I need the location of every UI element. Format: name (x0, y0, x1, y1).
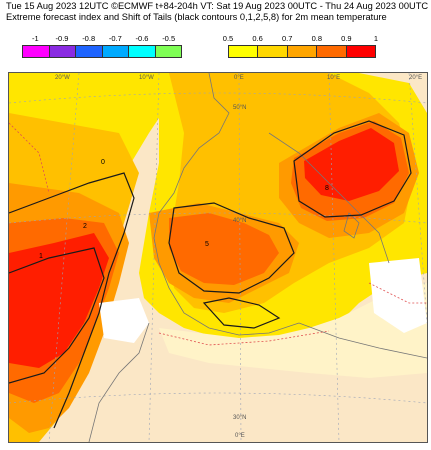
lon-label-10w: 10°W (139, 75, 154, 81)
legend_cold-label-1: -0.9 (55, 34, 69, 43)
efi-dashed-lines (9, 122, 427, 346)
lon-label-bottom: 0°E (235, 433, 245, 439)
efi-field-low-south (159, 283, 427, 378)
sot-contours (9, 120, 412, 429)
efi-map: 20°W 10°W 0°E 10°E 20°E 50°N 40°N 30°N 0… (8, 72, 428, 443)
contour-label-0: 0 (101, 159, 105, 166)
legend_cold-label-0: -1 (31, 34, 39, 43)
lon-label-0e: 0°E (234, 75, 244, 81)
legend_cold-swatch-0 (23, 46, 50, 57)
contour-label-8: 8 (325, 185, 329, 192)
lon-label-10e: 10°E (327, 75, 341, 81)
white-pocket-sw (99, 298, 149, 343)
legend_warm-swatch-0 (229, 46, 259, 57)
legend_cold-label-5: -0.5 (162, 34, 176, 43)
legend_cold-swatch-5 (155, 46, 181, 57)
legend_warm-label-5: 1 (373, 34, 379, 43)
legend_cold-swatch-4 (129, 46, 156, 57)
lat-label-40n: 40°N (233, 218, 247, 224)
header-title: Tue 15 Aug 2023 12UTC ©ECMWF t+84-204h V… (6, 1, 429, 11)
white-pocket-e (369, 258, 427, 333)
legend_cold-swatch-3 (102, 46, 129, 57)
legend_warm-label-3: 0.8 (311, 34, 323, 43)
legend_cold-label-3: -0.7 (108, 34, 122, 43)
legend_warm-label-2: 0.7 (281, 34, 293, 43)
legend_cold-swatch-1 (49, 46, 76, 57)
graticule (9, 73, 427, 442)
contour-label-2: 2 (83, 223, 87, 230)
legend_warm-label-0: 0.5 (222, 34, 234, 43)
header-subtitle: Extreme forecast index and Shift of Tail… (6, 12, 387, 22)
efi-map-canvas (9, 73, 427, 442)
legend_warm-swatch-3 (317, 46, 347, 57)
coastlines (88, 73, 427, 442)
efi-field-0.9-west (9, 233, 109, 368)
legend_cold-label-2: -0.8 (82, 34, 96, 43)
legend-warm: 0.5 0.6 0.7 0.8 0.9 1 (223, 34, 379, 58)
contour-label-5: 5 (205, 241, 209, 248)
legend_warm-swatch-4 (346, 46, 376, 57)
legend_warm-label-4: 0.9 (341, 34, 352, 43)
lat-label-50n: 50°N (233, 105, 247, 111)
lon-label-20w: 20°W (55, 75, 70, 81)
efi-field-0.8-iberia (169, 213, 279, 285)
contour-label-1: 1 (39, 253, 43, 260)
legend-cold: -1 -0.9 -0.8 -0.7 -0.6 -0.5 (22, 34, 182, 58)
efi-field-0.9-alps (304, 128, 399, 201)
map-header: Tue 15 Aug 2023 12UTC ©ECMWF t+84-204h V… (6, 1, 430, 23)
legend_warm-swatch-1 (258, 46, 288, 57)
lon-label-20e: 20°E (409, 75, 423, 81)
legend_warm-swatch-2 (287, 46, 318, 57)
lat-label-30n: 30°N (233, 415, 247, 421)
legend_cold-swatch-2 (76, 46, 103, 57)
legend_warm-label-1: 0.6 (252, 34, 263, 43)
legend_cold-label-4: -0.6 (135, 34, 149, 43)
